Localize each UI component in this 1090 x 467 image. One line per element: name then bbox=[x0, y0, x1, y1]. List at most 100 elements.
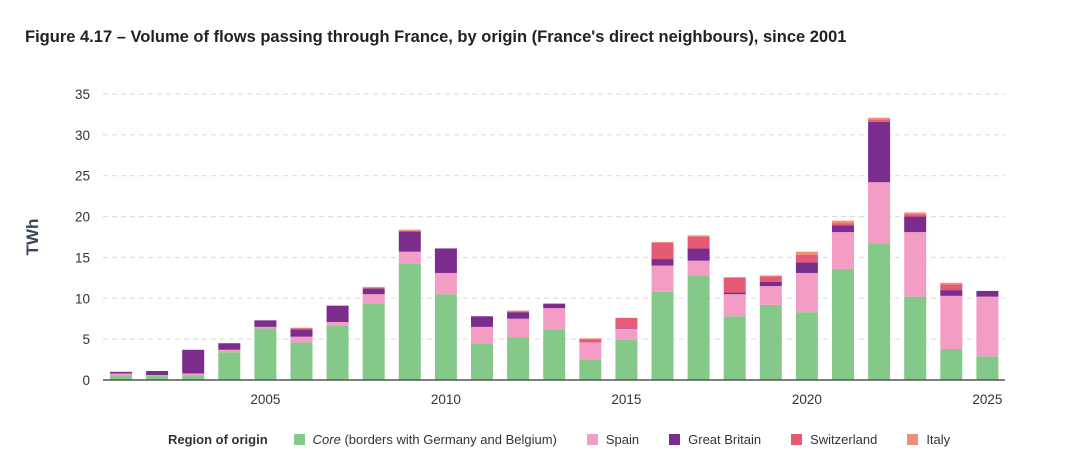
bar-segment-switzerland-2018 bbox=[723, 277, 746, 293]
bar-segment-core-2019 bbox=[759, 304, 782, 380]
bar-segment-core-2020 bbox=[795, 312, 818, 380]
bar-segment-italy-2018 bbox=[723, 277, 746, 278]
bar-segment-spain-2002 bbox=[146, 375, 169, 376]
bar-segment-spain-2018 bbox=[723, 294, 746, 317]
bar-segment-great-britain-2011 bbox=[471, 316, 493, 327]
bar-segment-spain-2003 bbox=[182, 373, 205, 376]
bar-segment-spain-2017 bbox=[687, 260, 710, 276]
x-tick-label: 2020 bbox=[792, 392, 822, 407]
bar-segment-great-britain-2006 bbox=[290, 329, 313, 337]
legend-item-core[interactable]: Core (borders with Germany and Belgium) bbox=[293, 432, 557, 447]
bar-segment-core-2013 bbox=[543, 329, 566, 380]
legend-item-italy[interactable]: Italy bbox=[907, 432, 950, 447]
bar-segment-great-britain-2009 bbox=[398, 231, 421, 252]
bar-segment-core-2007 bbox=[326, 325, 349, 380]
bar-segment-core-2012 bbox=[507, 337, 530, 380]
bar-segment-core-2008 bbox=[362, 303, 385, 380]
bar-segment-spain-2012 bbox=[507, 318, 530, 338]
bar-segment-spain-2022 bbox=[868, 182, 891, 244]
bar-segment-switzerland-2012 bbox=[507, 311, 530, 313]
bar-segment-great-britain-2013 bbox=[543, 304, 566, 309]
bar-segment-spain-2019 bbox=[759, 286, 782, 305]
bar-segment-switzerland-2024 bbox=[940, 284, 963, 291]
x-tick-label: 2025 bbox=[972, 392, 1002, 407]
bar-segment-switzerland-2014 bbox=[579, 339, 602, 343]
y-tick-label: 20 bbox=[75, 210, 90, 225]
bar-segment-great-britain-2003 bbox=[182, 349, 205, 374]
bar-segment-great-britain-2007 bbox=[326, 305, 349, 322]
bar-segment-italy-2022 bbox=[868, 117, 891, 120]
bar-segment-great-britain-2016 bbox=[651, 259, 674, 266]
legend-swatch bbox=[293, 434, 305, 445]
bar-segment-italy-2009 bbox=[398, 229, 421, 232]
bar-segment-spain-2001 bbox=[110, 373, 132, 376]
bar-segment-great-britain-2015 bbox=[615, 327, 638, 329]
bar-segment-core-2015 bbox=[615, 339, 638, 380]
bar-segment-spain-2015 bbox=[615, 328, 638, 340]
bar-segment-great-britain-2004 bbox=[218, 343, 241, 350]
y-tick-label: 25 bbox=[75, 169, 90, 184]
bar-segment-italy-2024 bbox=[940, 282, 963, 285]
y-tick-label: 10 bbox=[75, 291, 90, 306]
bar-segment-italy-2016 bbox=[651, 241, 674, 243]
bar-segment-great-britain-2022 bbox=[868, 121, 891, 183]
bar-segment-switzerland-2021 bbox=[832, 223, 854, 226]
bar-segment-core-2001 bbox=[110, 375, 132, 380]
y-tick-label: 30 bbox=[75, 128, 90, 143]
bar-segment-spain-2025 bbox=[976, 296, 999, 357]
bar-segment-core-2010 bbox=[434, 294, 457, 380]
bar-segment-spain-2024 bbox=[940, 295, 963, 349]
bar-segment-switzerland-2016 bbox=[651, 242, 674, 260]
bar-segment-italy-2014 bbox=[579, 338, 602, 340]
legend-item-great-britain[interactable]: Great Britain bbox=[669, 432, 761, 447]
legend-item-spain[interactable]: Spain bbox=[586, 432, 639, 447]
bar-segment-switzerland-2006 bbox=[290, 328, 313, 330]
bar-segment-spain-2009 bbox=[398, 251, 421, 264]
bar-segment-spain-2013 bbox=[543, 308, 566, 330]
legend-swatch bbox=[907, 434, 919, 445]
bar-segment-italy-2013 bbox=[543, 303, 566, 305]
bar-segment-great-britain-2025 bbox=[976, 290, 999, 297]
bar-segment-great-britain-2019 bbox=[759, 281, 782, 287]
x-tick-label: 2015 bbox=[611, 392, 641, 407]
bar-segment-great-britain-2018 bbox=[723, 292, 746, 295]
bar-segment-switzerland-2020 bbox=[795, 254, 818, 263]
bar-segment-great-britain-2005 bbox=[254, 320, 277, 327]
bar-segment-core-2011 bbox=[471, 344, 493, 380]
bar-segment-switzerland-2019 bbox=[759, 276, 782, 282]
bar-segment-italy-2021 bbox=[832, 220, 854, 224]
bar-segment-switzerland-2022 bbox=[868, 119, 891, 122]
bar-segment-switzerland-2015 bbox=[615, 317, 638, 328]
bar-segment-spain-2023 bbox=[904, 232, 927, 297]
bar-segment-great-britain-2020 bbox=[795, 262, 818, 273]
bar-segment-italy-2012 bbox=[507, 310, 530, 312]
legend-swatch bbox=[586, 434, 598, 445]
bar-segment-spain-2011 bbox=[471, 326, 493, 345]
bar-segment-spain-2010 bbox=[434, 272, 457, 295]
bar-segment-great-britain-2017 bbox=[687, 248, 710, 261]
legend-item-switzerland[interactable]: Switzerland bbox=[791, 432, 877, 447]
bar-segment-core-2017 bbox=[687, 275, 710, 380]
bar-segment-spain-2020 bbox=[795, 272, 818, 313]
bar-segment-core-2018 bbox=[723, 316, 746, 380]
legend: Region of origin Core (borders with Germ… bbox=[168, 432, 980, 447]
bar-segment-italy-2008 bbox=[362, 286, 385, 289]
y-tick-label: 5 bbox=[82, 332, 90, 347]
bar-segment-core-2023 bbox=[904, 296, 927, 380]
bar-segment-switzerland-2023 bbox=[904, 214, 927, 217]
y-axis-label: TWh bbox=[23, 219, 42, 256]
bar-segment-spain-2014 bbox=[579, 342, 602, 360]
bar-segment-core-2021 bbox=[832, 268, 854, 380]
bar-segment-italy-2017 bbox=[687, 235, 710, 237]
bar-segment-great-britain-2008 bbox=[362, 288, 385, 295]
bar-segment-great-britain-2002 bbox=[146, 371, 169, 376]
bar-segment-great-britain-2024 bbox=[940, 290, 963, 296]
bar-segment-spain-2016 bbox=[651, 265, 674, 292]
bar-segment-core-2016 bbox=[651, 291, 674, 380]
bar-segment-core-2009 bbox=[398, 263, 421, 380]
bar-segment-great-britain-2012 bbox=[507, 312, 530, 319]
bar-segment-spain-2006 bbox=[290, 336, 313, 343]
bar-segment-great-britain-2010 bbox=[434, 248, 457, 273]
x-tick-label: 2010 bbox=[431, 392, 461, 407]
